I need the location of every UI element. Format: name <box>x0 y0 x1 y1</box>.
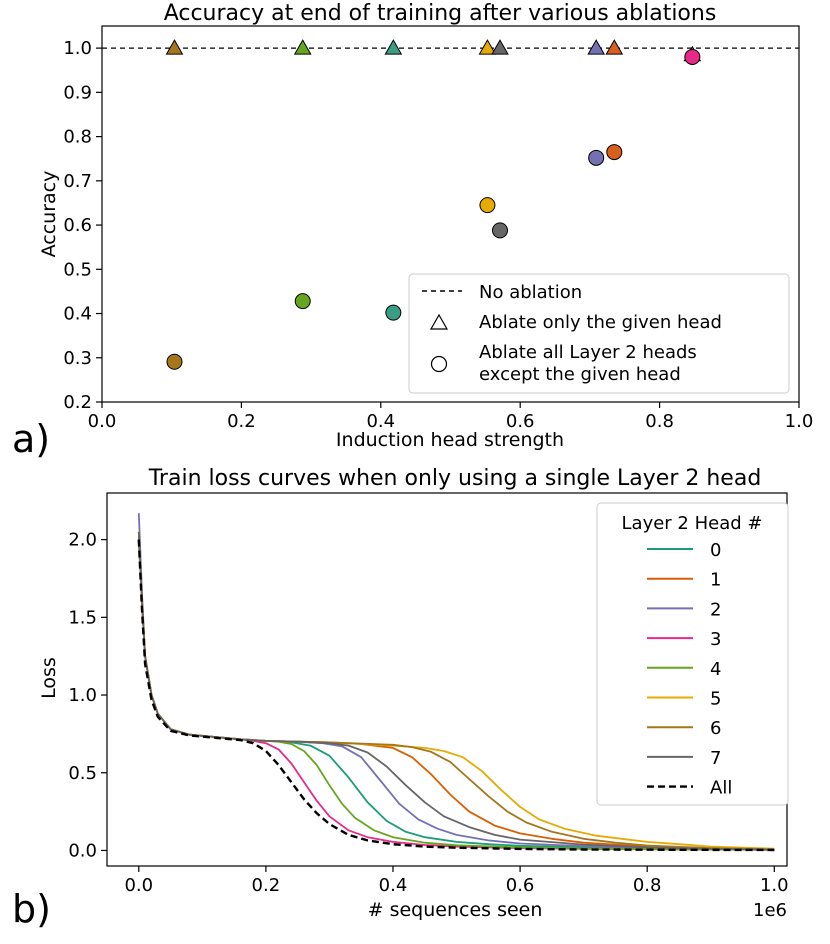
x-tick-label: 0.0 <box>88 411 117 432</box>
panel-label: b) <box>12 887 51 931</box>
x-axis-label: # sequences seen <box>368 899 543 921</box>
y-tick-label: 0.3 <box>63 348 92 369</box>
x-tick-label: 1.0 <box>785 411 814 432</box>
circle-point-head-3 <box>684 48 701 65</box>
x-axis-ticks: 0.0 0.2 0.4 0.6 0.8 1.0 <box>88 402 814 432</box>
panel-label: a) <box>12 417 50 461</box>
circle-point-head-6 <box>166 353 183 370</box>
legend-label-head-4: 4 <box>710 659 721 680</box>
legend-label-ablate-all-except: Ablate all Layer 2 heads <box>479 342 697 363</box>
triangle-point-head-4 <box>293 39 312 55</box>
chart-title: Train loss curves when only using a sing… <box>148 466 762 491</box>
legend-label-head-2: 2 <box>710 599 721 620</box>
y-tick-label: 0.5 <box>63 259 92 280</box>
circle-point-head-7 <box>491 222 508 239</box>
legend-label-head-6: 6 <box>710 718 721 739</box>
y-tick-label: 0.2 <box>63 392 92 413</box>
legend-box <box>408 273 790 394</box>
x-tick-label: 0.2 <box>252 875 281 896</box>
legend-label-all: All <box>710 778 732 799</box>
triangle-point-head-6 <box>165 39 184 55</box>
y-tick-label: 2.0 <box>68 530 97 551</box>
legend: No ablation Ablate only the given head A… <box>408 273 790 394</box>
legend-label-head-0: 0 <box>710 540 721 561</box>
y-tick-label: 1.0 <box>63 38 92 59</box>
x-tick-label: 0.6 <box>506 875 535 896</box>
legend-label-no-ablation: No ablation <box>479 282 582 303</box>
x-tick-label: 0.2 <box>227 411 256 432</box>
legend-box <box>596 502 789 806</box>
triangle-point-head-5 <box>478 39 497 55</box>
legend: Layer 2 Head # 0 1 2 3 4 5 6 7 All <box>596 502 789 806</box>
x-axis-ticks: 0.0 0.2 0.4 0.6 0.8 1.0 <box>124 866 789 896</box>
legend-label-head-1: 1 <box>710 570 721 591</box>
y-tick-label: 0.7 <box>63 171 92 192</box>
panel-a-accuracy-chart: Accuracy at end of training after variou… <box>12 1 813 461</box>
data-marks <box>102 39 799 370</box>
legend-label-ablate-all-except-line2: except the given head <box>479 364 681 385</box>
x-tick-label: 0.4 <box>379 875 408 896</box>
legend-label-head-5: 5 <box>710 689 721 710</box>
circle-point-head-2 <box>588 149 605 166</box>
x-tick-label: 1.0 <box>760 875 789 896</box>
circle-point-head-4 <box>294 293 311 310</box>
y-tick-label: 0.9 <box>63 82 92 103</box>
circle-point-head-1 <box>606 144 623 161</box>
loss-line-all <box>137 539 775 852</box>
y-tick-label: 0.6 <box>63 215 92 236</box>
triangle-point-head-7 <box>491 39 509 55</box>
panel-b-loss-chart: Train loss curves when only using a sing… <box>12 466 789 931</box>
legend-title: Layer 2 Head # <box>622 513 763 534</box>
y-tick-label: 1.0 <box>68 685 97 706</box>
y-axis-ticks: 0.2 0.3 0.4 0.5 0.6 0.7 0.8 0.9 1.0 <box>63 38 102 413</box>
y-tick-label: 0.8 <box>63 127 92 148</box>
y-tick-label: 0.4 <box>63 304 92 325</box>
legend-label-ablate-given-head: Ablate only the given head <box>479 312 722 333</box>
x-tick-label: 0.8 <box>645 411 674 432</box>
y-tick-label: 1.5 <box>68 607 97 628</box>
plot-frame <box>101 25 800 403</box>
legend-label-head-7: 7 <box>710 748 721 769</box>
x-axis-label: Induction head strength <box>336 429 564 451</box>
triangle-point-head-2 <box>587 39 606 55</box>
chart-title: Accuracy at end of training after variou… <box>164 1 717 26</box>
x-tick-label: 0.6 <box>506 411 535 432</box>
y-axis-label: Loss <box>38 657 60 699</box>
legend-label-head-3: 3 <box>710 629 721 650</box>
x-tick-label: 0.4 <box>366 411 395 432</box>
legend-triangle-icon <box>429 313 449 330</box>
legend-circle-icon <box>430 355 448 373</box>
y-axis-ticks: 0.0 0.5 1.0 1.5 2.0 <box>68 530 107 861</box>
legend-items: 0 1 2 3 4 5 6 7 All <box>647 540 732 799</box>
circle-point-head-5 <box>479 197 496 214</box>
y-tick-label: 0.5 <box>68 763 97 784</box>
y-axis-label: Accuracy <box>38 171 60 258</box>
circle-point-head-0 <box>385 304 402 321</box>
y-tick-label: 0.0 <box>68 840 97 861</box>
x-tick-label: 0.8 <box>633 875 662 896</box>
triangle-point-head-0 <box>384 39 403 55</box>
x-tick-label: 0.0 <box>124 875 153 896</box>
data-marks <box>137 513 775 852</box>
triangle-point-head-1 <box>605 39 624 55</box>
x-axis-offset-label: 1e6 <box>753 900 787 921</box>
